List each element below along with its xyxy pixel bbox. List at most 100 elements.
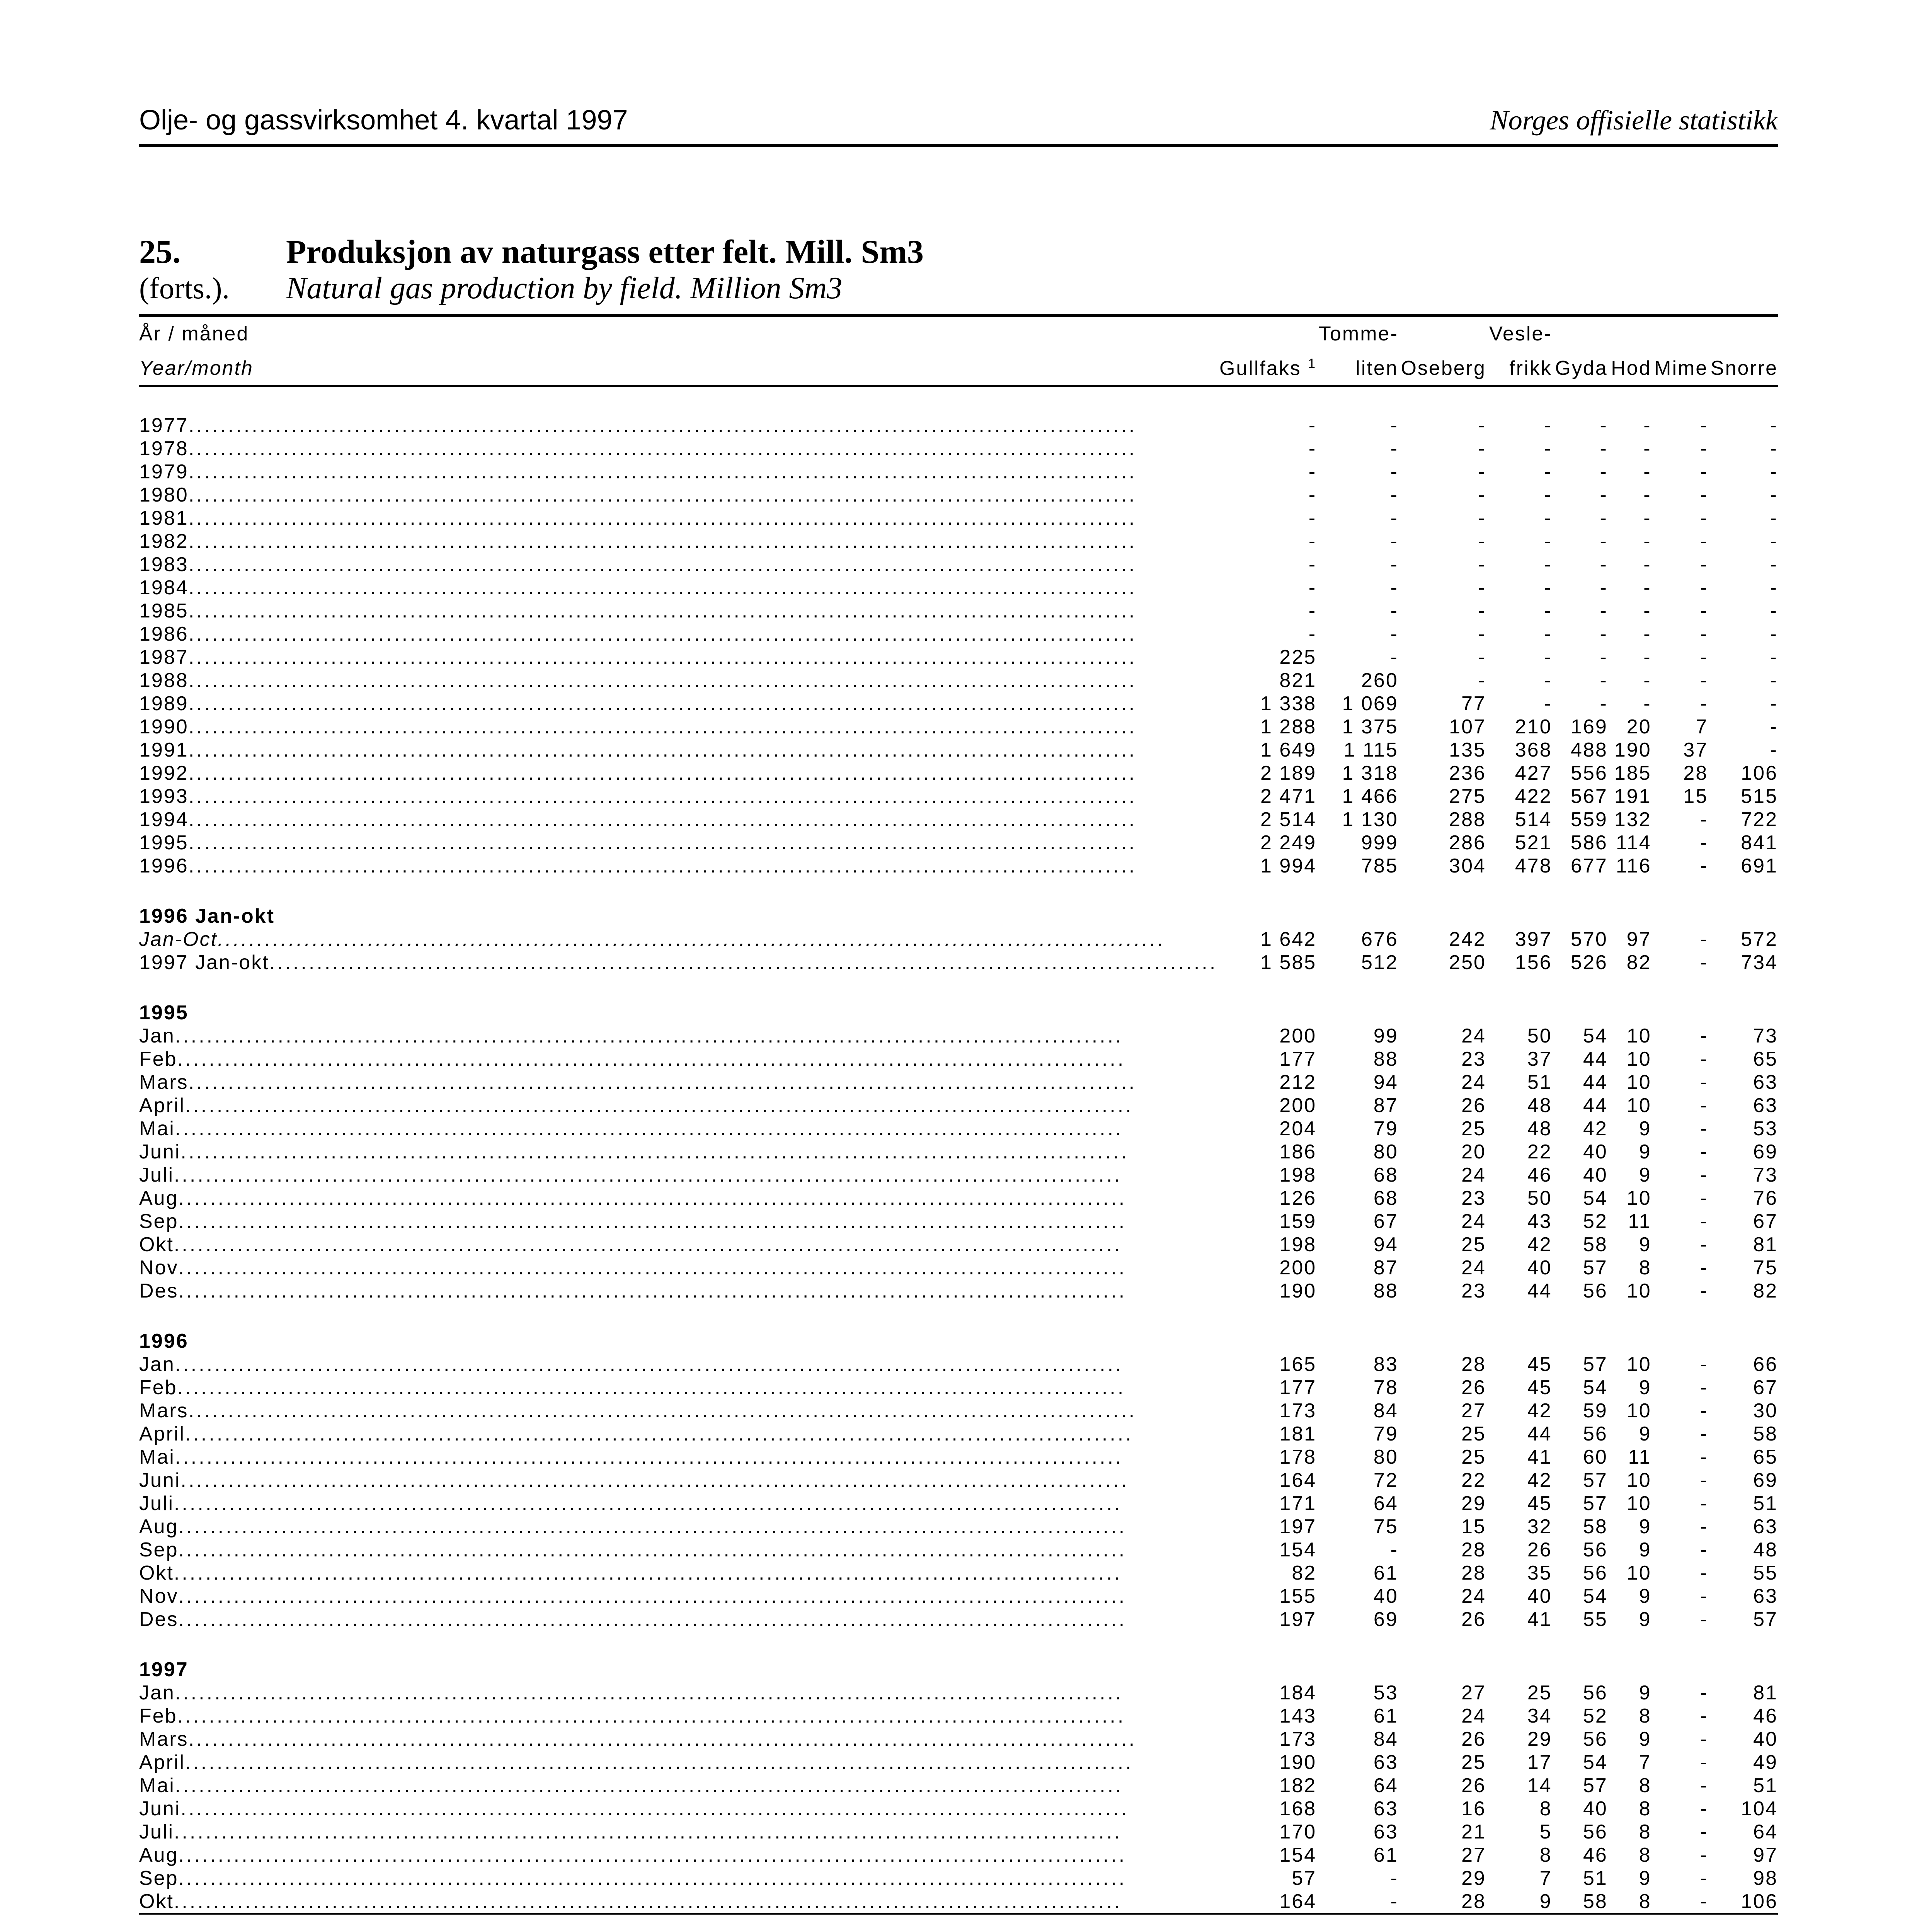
row-label: Aug (139, 1515, 1217, 1538)
cell: - (1651, 1256, 1708, 1279)
cell: 515 (1708, 785, 1778, 808)
cell: 24 (1398, 1024, 1486, 1048)
cell: - (1398, 669, 1486, 692)
cell: 51 (1708, 1774, 1778, 1797)
cell: - (1651, 414, 1708, 437)
cell: - (1651, 1492, 1708, 1515)
th-tommeliten-b: liten (1316, 351, 1398, 386)
cell: 821 (1217, 669, 1316, 692)
cell: 236 (1398, 762, 1486, 785)
cell: 58 (1708, 1422, 1778, 1446)
cell: - (1651, 1163, 1708, 1187)
row-label: 1982 (139, 530, 1217, 553)
row-label: Okt (139, 1890, 1217, 1913)
cell: 68 (1316, 1187, 1398, 1210)
th-hod-blank (1608, 317, 1651, 351)
cell: 82 (1608, 951, 1651, 974)
cell: - (1398, 576, 1486, 599)
cell: 190 (1608, 738, 1651, 762)
section-header-row: 1996 (139, 1330, 1778, 1353)
cell: 51 (1552, 1867, 1608, 1890)
cell: 999 (1316, 831, 1398, 854)
cell: 171 (1217, 1492, 1316, 1515)
cell: 56 (1552, 1538, 1608, 1561)
table-row: 1997 Jan-okt1 58551225015652682-734 (139, 951, 1778, 974)
table-row: 1987225------- (139, 646, 1778, 669)
cell: - (1651, 928, 1708, 951)
cell: - (1608, 437, 1651, 460)
cell: - (1552, 483, 1608, 507)
table-head: År / måned Tomme- Vesle- Year/month Gull… (139, 317, 1778, 386)
cell: 56 (1552, 1561, 1608, 1585)
table-row: Sep57-297519-98 (139, 1867, 1778, 1890)
table-row: Juni186802022409-69 (139, 1140, 1778, 1163)
table-row: 1983-------- (139, 553, 1778, 576)
cell: 556 (1552, 762, 1608, 785)
cell: 63 (1316, 1797, 1398, 1820)
th-gullfaks-blank (1217, 317, 1316, 351)
cell: 154 (1217, 1538, 1316, 1561)
cell: 164 (1217, 1469, 1316, 1492)
cell: 9 (1608, 1233, 1651, 1256)
cell: 77 (1398, 692, 1486, 715)
cell: 8 (1486, 1797, 1552, 1820)
cell: 197 (1217, 1608, 1316, 1631)
cell: 41 (1486, 1446, 1552, 1469)
row-label: Feb (139, 1048, 1217, 1071)
cell: - (1217, 622, 1316, 646)
cell: 200 (1217, 1024, 1316, 1048)
cell: 52 (1552, 1210, 1608, 1233)
th-gyda-blank (1552, 317, 1608, 351)
cell: 69 (1708, 1469, 1778, 1492)
cell: 67 (1708, 1376, 1778, 1399)
cell: 559 (1552, 808, 1608, 831)
cell: - (1651, 483, 1708, 507)
th-oseberg: Oseberg (1398, 351, 1486, 386)
cell: 24 (1398, 1585, 1486, 1608)
cell: - (1708, 437, 1778, 460)
cell: 7 (1486, 1867, 1552, 1890)
cell: - (1708, 553, 1778, 576)
cell: 27 (1398, 1399, 1486, 1422)
cell: 10 (1608, 1353, 1651, 1376)
cell: 286 (1398, 831, 1486, 854)
cell: - (1217, 507, 1316, 530)
cell: 44 (1486, 1422, 1552, 1446)
cell: - (1608, 622, 1651, 646)
cell: - (1398, 437, 1486, 460)
cell: 10 (1608, 1469, 1651, 1492)
cell: - (1651, 1890, 1708, 1913)
cell: 488 (1552, 738, 1608, 762)
cell: - (1651, 1608, 1708, 1631)
cell: 135 (1398, 738, 1486, 762)
row-label: 1978 (139, 437, 1217, 460)
cell: 1 338 (1217, 692, 1316, 715)
table-row: 1980-------- (139, 483, 1778, 507)
row-label: April (139, 1751, 1217, 1774)
cell: - (1552, 553, 1608, 576)
cell: - (1651, 460, 1708, 483)
cell: - (1486, 437, 1552, 460)
cell: 46 (1708, 1704, 1778, 1728)
cell: - (1552, 692, 1608, 715)
cell: - (1552, 437, 1608, 460)
cell: 60 (1552, 1446, 1608, 1469)
table-body: 1977--------1978--------1979--------1980… (139, 386, 1778, 1913)
cell: 521 (1486, 831, 1552, 854)
cell: 58 (1552, 1233, 1608, 1256)
section-label: 1996 Jan-okt (139, 905, 1217, 928)
row-label: 1994 (139, 808, 1217, 831)
cell: 186 (1217, 1140, 1316, 1163)
cell: - (1316, 553, 1398, 576)
cell: 785 (1316, 854, 1398, 878)
cell: - (1651, 1728, 1708, 1751)
cell: 50 (1486, 1187, 1552, 1210)
cell: 30 (1708, 1399, 1778, 1422)
cell: - (1651, 1867, 1708, 1890)
row-label: Aug (139, 1187, 1217, 1210)
cell: - (1651, 1561, 1708, 1585)
cell: - (1398, 460, 1486, 483)
rule-top (139, 314, 1778, 317)
cell: - (1608, 576, 1651, 599)
cell: - (1486, 483, 1552, 507)
